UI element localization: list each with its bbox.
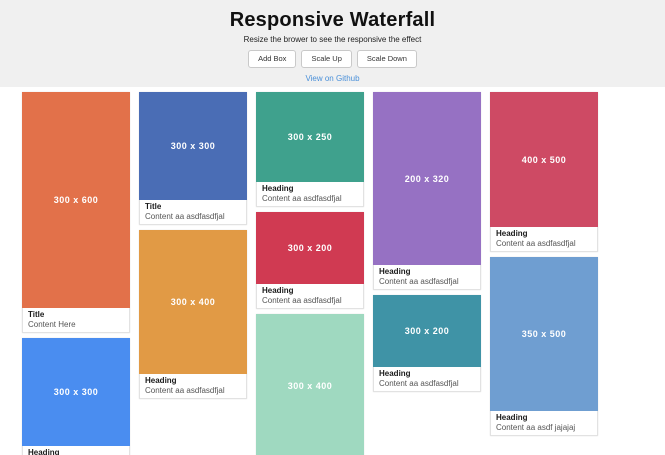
card: 300 x 200 Heading Content aa asdfasdfjal <box>373 295 481 392</box>
card: 300 x 400 Heading Content aa asdfasdfjal <box>139 230 247 399</box>
card-image: 300 x 200 <box>256 212 364 284</box>
github-link[interactable]: View on Github <box>305 74 360 83</box>
scale-down-button[interactable]: Scale Down <box>356 50 417 68</box>
card-text: Content aa asdfasdfjal <box>379 277 459 286</box>
card-title: Title <box>28 310 45 319</box>
card-image: 400 x 500 <box>490 92 598 227</box>
card-size-label: 300 x 250 <box>287 132 333 142</box>
card-size-label: 300 x 400 <box>170 297 216 307</box>
card-title: Heading <box>496 413 528 422</box>
card-title: Heading <box>28 448 60 455</box>
card-size-label: 300 x 300 <box>170 141 216 151</box>
card-text: Content aa asdfasdfjal <box>145 212 225 221</box>
card: 300 x 400 <box>256 314 364 455</box>
card-text: Content aa asdfasdfjal <box>145 386 225 395</box>
header-button-row: Add Box Scale Up Scale Down <box>0 50 665 68</box>
card-size-label: 300 x 400 <box>287 381 333 391</box>
card-title: Heading <box>145 376 177 385</box>
card-size-label: 300 x 300 <box>53 387 99 397</box>
card-size-label: 200 x 320 <box>404 173 450 184</box>
card: 400 x 500 Heading Content aa asdfasdfjal <box>490 92 598 252</box>
card-text: Content aa asdfasdfjal <box>496 239 576 248</box>
card: 300 x 300 Heading <box>22 338 130 455</box>
card-image: 300 x 300 <box>139 92 247 200</box>
card-caption: Heading Content aa asdfasdfjal <box>373 265 481 290</box>
card-caption: Heading <box>22 446 130 455</box>
card-image: 300 x 400 <box>139 230 247 374</box>
card-size-label: 400 x 500 <box>521 154 567 165</box>
card-image: 300 x 400 <box>256 314 364 455</box>
card-caption: Heading Content aa asdfasdfjal <box>139 374 247 399</box>
add-box-button[interactable]: Add Box <box>248 50 297 68</box>
card-size-label: 350 x 500 <box>521 329 567 339</box>
card-text: Content aa asdfasdfjal <box>262 296 342 305</box>
card: 300 x 600 Title Content Here <box>22 92 130 333</box>
card-title: Heading <box>262 184 294 193</box>
scale-up-button[interactable]: Scale Up <box>301 50 352 68</box>
card: 200 x 320 Heading Content aa asdfasdfjal <box>373 92 481 290</box>
card-caption: Title Content Here <box>22 308 130 333</box>
card-text: Content aa asdfasdfjal <box>379 379 459 388</box>
card-image: 300 x 200 <box>373 295 481 367</box>
card-title: Title <box>145 202 162 211</box>
waterfall-column-5: 400 x 500 Heading Content aa asdfasdfjal… <box>490 92 598 455</box>
card-image: 200 x 320 <box>373 92 481 265</box>
card-caption: Heading Content aa asdfasdfjal <box>256 284 364 309</box>
card-text: Content aa asdf jajajaj <box>496 423 576 432</box>
waterfall-grid: 300 x 600 Title Content Here 300 x 300 H… <box>22 92 598 455</box>
page-title: Responsive Waterfall <box>229 9 436 31</box>
waterfall-column-3: 300 x 250 Heading Content aa asdfasdfjal… <box>256 92 364 455</box>
waterfall-column-1: 300 x 600 Title Content Here 300 x 300 H… <box>22 92 130 455</box>
card: 300 x 200 Heading Content aa asdfasdfjal <box>256 212 364 309</box>
card-size-label: 300 x 200 <box>287 243 333 253</box>
card-caption: Title Content aa asdfasdfjal <box>139 200 247 225</box>
card-text: Content aa asdfasdfjal <box>262 194 342 203</box>
card-image: 300 x 300 <box>22 338 130 446</box>
card-caption: Heading Content aa asdfasdfjal <box>256 182 364 207</box>
card-title: Heading <box>262 286 294 295</box>
card-text: Content Here <box>28 320 76 329</box>
card-size-label: 300 x 600 <box>53 195 99 205</box>
card-image: 300 x 250 <box>256 92 364 182</box>
card: 350 x 500 Heading Content aa asdf jajaja… <box>490 257 598 436</box>
card: 300 x 300 Title Content aa asdfasdfjal <box>139 92 247 225</box>
card-image: 350 x 500 <box>490 257 598 411</box>
page-header: Responsive Waterfall Resize the brower t… <box>0 0 665 87</box>
card-caption: Heading Content aa asdfasdfjal <box>373 367 481 392</box>
waterfall-column-4: 200 x 320 Heading Content aa asdfasdfjal… <box>373 92 481 455</box>
card-title: Heading <box>379 369 411 378</box>
card-title: Heading <box>496 229 528 238</box>
card-caption: Heading Content aa asdfasdfjal <box>490 227 598 252</box>
card-caption: Heading Content aa asdf jajajaj <box>490 411 598 436</box>
card-size-label: 300 x 200 <box>404 326 450 336</box>
card-image: 300 x 600 <box>22 92 130 308</box>
page-subtitle: Resize the brower to see the responsive … <box>243 35 422 44</box>
waterfall-column-2: 300 x 300 Title Content aa asdfasdfjal 3… <box>139 92 247 455</box>
card-title: Heading <box>379 267 411 276</box>
card: 300 x 250 Heading Content aa asdfasdfjal <box>256 92 364 207</box>
